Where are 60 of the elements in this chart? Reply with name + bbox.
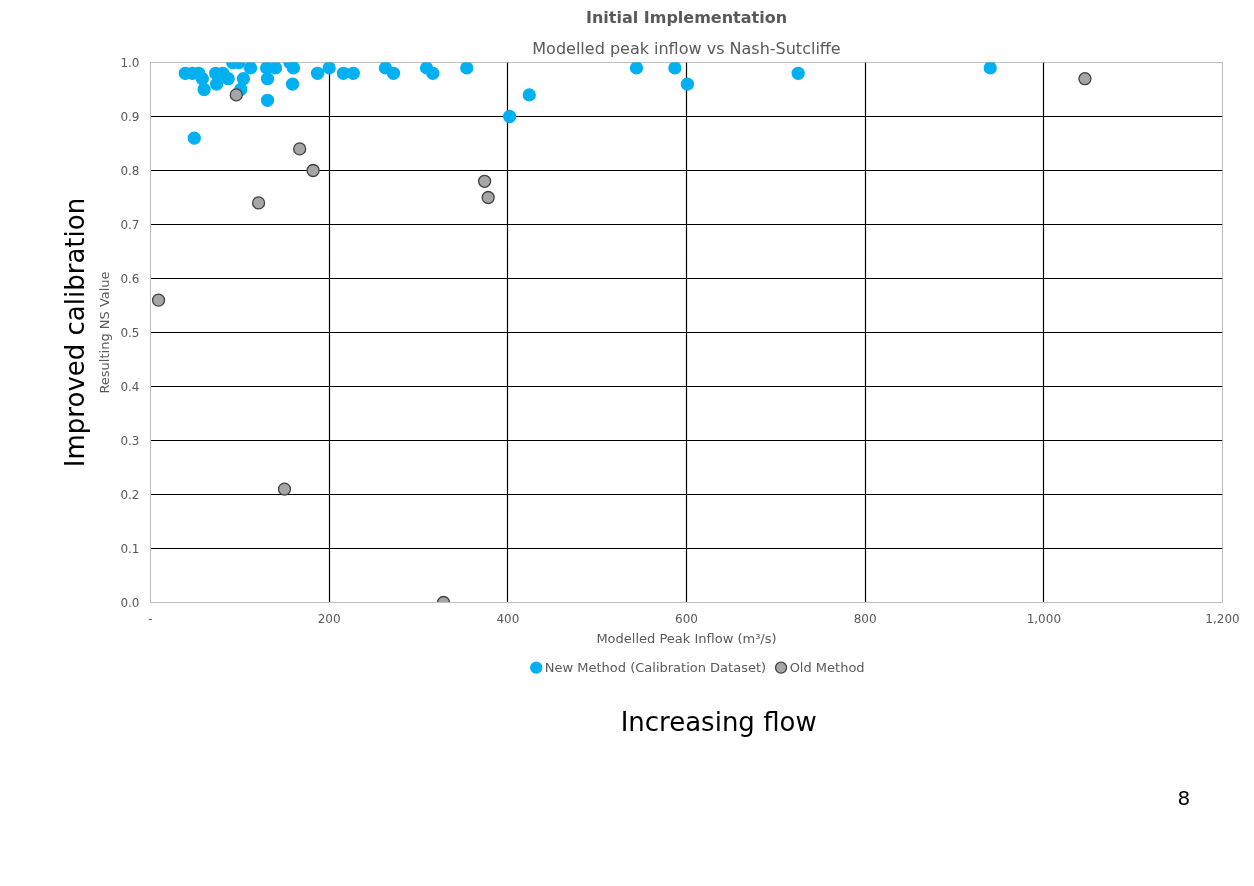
point xyxy=(481,190,495,205)
y-tick-label: 0.2 xyxy=(120,488,140,502)
y-axis-title: Resulting NS Value xyxy=(97,271,113,394)
point xyxy=(243,62,258,75)
point xyxy=(286,62,301,75)
point xyxy=(460,62,474,75)
x-tick-label: 400 xyxy=(496,611,520,626)
point xyxy=(236,72,251,86)
text: 8 xyxy=(1177,786,1191,811)
point xyxy=(668,62,682,75)
point xyxy=(477,174,492,188)
point xyxy=(251,196,266,210)
x-tick-label: - xyxy=(148,611,153,626)
chart-title: Initial Implementation xyxy=(585,7,788,27)
legend-label: New Method (Calibration Dataset) xyxy=(544,660,767,676)
y-tick-label: 0.9 xyxy=(120,110,140,124)
point xyxy=(426,66,440,80)
point xyxy=(346,66,360,80)
x-tick-label: 600 xyxy=(675,611,698,626)
point xyxy=(187,131,201,145)
y-tick-label: 0.1 xyxy=(120,542,140,556)
chart-subtitle: Modelled peak inflow vs Nash-Sutcliffe xyxy=(532,38,841,58)
y-tick-label: 0.7 xyxy=(120,218,140,232)
point xyxy=(322,62,336,75)
x-axis-title: Modelled Peak Inflow (m³/s) xyxy=(596,630,777,646)
y-tick-label: 1.0 xyxy=(120,56,140,70)
y-tick-label: 0.8 xyxy=(120,164,140,178)
legend-label: Old Method xyxy=(789,660,865,676)
y-tick-label: 0.5 xyxy=(120,326,140,340)
point xyxy=(195,72,209,86)
x-tick-label: 200 xyxy=(317,611,341,626)
point xyxy=(1078,72,1092,86)
point xyxy=(306,163,320,178)
point xyxy=(151,293,166,307)
point xyxy=(680,77,695,91)
point xyxy=(629,62,644,75)
point xyxy=(260,72,275,86)
point xyxy=(310,66,325,80)
point xyxy=(260,93,275,107)
text: Increasing flow xyxy=(620,706,817,737)
point xyxy=(502,109,517,124)
text: Improved calibration xyxy=(59,197,90,468)
point xyxy=(522,88,536,102)
x-tick-label: 800 xyxy=(853,611,877,626)
point xyxy=(293,142,307,156)
x-tick-label: 1,200 xyxy=(1205,611,1240,626)
y-tick-label: 0.6 xyxy=(120,272,140,286)
point xyxy=(229,88,243,102)
point xyxy=(983,62,997,75)
point xyxy=(285,77,300,91)
y-tick-label: 0.4 xyxy=(120,380,140,394)
point xyxy=(386,66,401,80)
y-tick-label: 0.3 xyxy=(120,434,140,448)
point xyxy=(791,66,805,80)
y-tick-label: 0.0 xyxy=(120,596,140,610)
x-tick-label: 1,000 xyxy=(1026,611,1062,626)
point xyxy=(221,72,235,86)
point xyxy=(209,77,224,91)
point xyxy=(197,82,211,97)
point xyxy=(277,482,292,496)
